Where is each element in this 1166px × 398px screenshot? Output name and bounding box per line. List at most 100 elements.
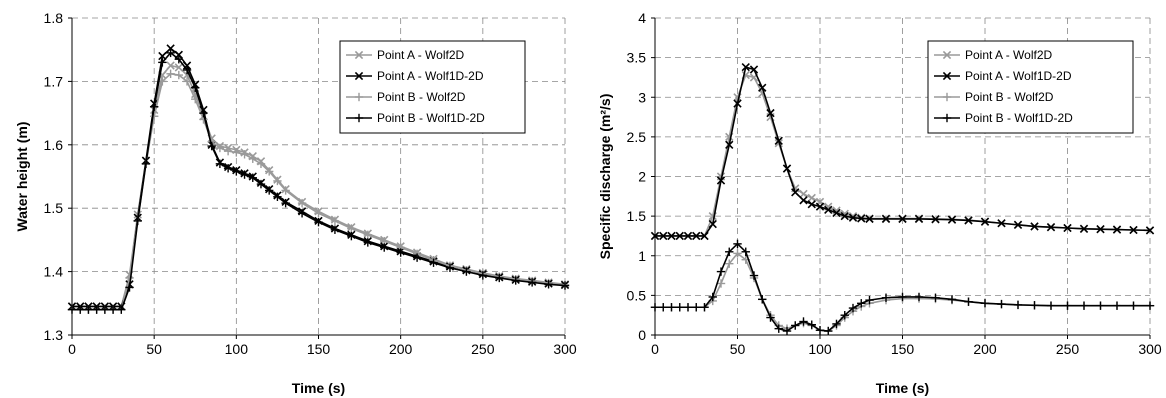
legend-label: Point A - Wolf2D [965,48,1052,62]
data-point-marker-b [947,215,957,224]
data-point-marker-b [158,51,167,61]
data-point [914,292,924,302]
data-point [675,231,684,241]
data-point-marker-b [832,208,841,218]
data-point [1129,301,1138,310]
data-point [716,279,726,288]
data-point-marker-b [1112,225,1122,234]
legend: Point A - Wolf2D Point A - Wolf1D-2D Point… [339,40,526,134]
data-point-marker-b [1145,226,1155,235]
data-point [774,324,783,333]
data-point-marker-b [914,214,924,224]
data-point-marker-b [708,219,717,229]
data-point [741,62,750,72]
data-point [1063,223,1072,233]
data-point [1096,301,1105,310]
data-point [848,213,858,222]
legend-marker-b [354,50,364,60]
data-point [766,108,775,118]
legend-entry: Point B - Wolf2D [934,90,1054,104]
series-4 [650,239,1155,336]
y-tick-label: 1.6 [44,137,64,153]
data-point [273,192,282,201]
data-point [758,295,767,304]
data-point [117,305,126,314]
x-tick-label: 300 [553,341,577,357]
y-tick-label: 1.5 [44,200,64,216]
data-point-marker-b [964,216,973,225]
data-point [1129,225,1138,235]
data-point [248,154,257,163]
y-tick-label: 1.4 [44,264,64,280]
data-point [1079,224,1089,233]
data-point [832,206,841,215]
data-point [182,77,192,86]
data-point [1013,220,1023,230]
y-tick-label: 4 [638,10,646,26]
data-point [1145,301,1155,310]
data-point [141,159,151,169]
data-point-marker-b [980,217,990,226]
data-point [980,217,990,226]
data-point [791,321,800,330]
data-point [412,253,422,262]
data-point-marker-b [650,231,660,241]
data-point [330,225,340,234]
data-point-marker-b [997,219,1006,228]
data-point [125,273,134,283]
data-point [799,317,808,326]
data-point-marker-b [725,140,734,149]
legend-entry: Point B - Wolf2D [346,90,466,104]
data-point [741,247,750,256]
data-point-marker-b [832,206,841,215]
data-point [199,108,208,118]
data-point [256,159,266,169]
data-point-marker-b [840,211,849,221]
data-point [297,198,307,208]
x-axis-title: Time (s) [292,380,345,396]
x-tick-label: 100 [225,341,249,357]
x-tick-label: 250 [471,341,495,357]
data-point [174,70,184,80]
data-point [667,231,676,241]
x-tick-label: 200 [973,341,997,357]
data-point [857,299,866,308]
data-point [947,295,957,304]
data-point [725,140,734,149]
data-point [248,173,257,182]
data-point [782,164,792,173]
data-point-marker-b [1013,220,1023,230]
data-point-marker-b [741,62,750,72]
data-point [848,303,858,313]
data-point [824,205,833,214]
data-point [675,303,684,312]
data-point [857,214,866,223]
data-point [166,44,175,53]
data-point [807,320,816,329]
data-point [396,248,405,257]
legend-marker-b [354,71,364,81]
data-point [527,278,537,287]
data-point [865,295,874,305]
data-point-marker-b [758,83,767,92]
data-point [1030,222,1039,231]
y-tick-label: 1.8 [44,10,64,26]
data-point [667,303,676,312]
data-point-marker-b [898,214,907,224]
data-point-marker-b [166,44,175,53]
legend-entry: Point A - Wolf1D-2D [346,69,484,83]
data-point [749,65,759,74]
data-point [560,281,570,290]
data-point [273,176,282,186]
data-point-marker-b [700,231,709,241]
data-point [174,55,184,64]
data-point [980,299,990,308]
data-point [791,188,800,197]
data-point-marker-b [667,231,676,241]
data-point [700,303,709,312]
data-point [1046,223,1056,232]
data-point [914,214,924,224]
data-point [256,179,266,189]
data-point-marker-b [1129,225,1138,235]
